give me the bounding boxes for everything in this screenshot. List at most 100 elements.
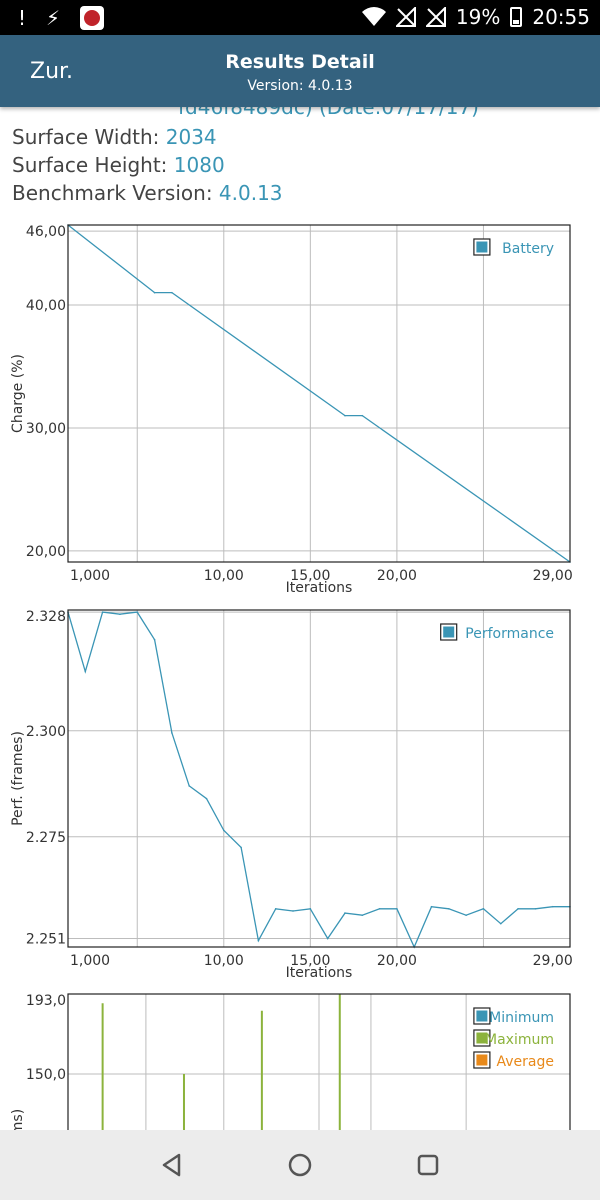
y-tick-label: 40,00 [26, 298, 66, 314]
surface-height-label: Surface Height: [12, 153, 174, 177]
y-axis-tick-labels: 2.328 2.300 2.275 2.251 [26, 609, 66, 948]
data-point [257, 939, 260, 942]
legend-swatch [476, 1032, 488, 1044]
series-line-performance [67, 611, 570, 949]
data-point [482, 908, 485, 910]
page-title: Results Detail [225, 51, 375, 73]
data-point [101, 611, 104, 613]
nav-recents-icon[interactable] [398, 1130, 458, 1200]
bolt-icon: ⚡ [46, 6, 61, 30]
exclamation-icon: ! [18, 6, 27, 30]
legend: Battery [473, 238, 554, 257]
page-subtitle: Version: 4.0.13 [247, 78, 353, 94]
data-point [499, 922, 502, 925]
y-axis-title: ms) [10, 1109, 26, 1130]
data-point [153, 638, 156, 641]
nav-home-icon[interactable] [270, 1130, 330, 1200]
wifi-icon [361, 7, 386, 27]
data-point [344, 414, 346, 417]
back-button[interactable]: Zur. [30, 59, 74, 84]
data-point [153, 291, 156, 294]
data-point [378, 908, 381, 910]
series-line-battery [67, 224, 571, 563]
plot-background [68, 610, 570, 947]
app-bar: Zur. Results Detail Version: 4.0.13 [0, 35, 600, 107]
device-id-date-line: fd46f8489dc) (Date:07/17/17) [178, 107, 479, 119]
x-tick-label: 10,00 [204, 568, 244, 584]
data-point [344, 912, 346, 914]
x-tick-label: 10,00 [204, 953, 244, 969]
legend-swatch [476, 241, 488, 253]
data-point [396, 908, 398, 910]
x-tick-label: 1,000 [70, 568, 110, 584]
status-right: 19% 20:55 [361, 5, 590, 29]
results-content[interactable]: fd46f8489dc) (Date:07/17/17) Surface Wid… [0, 107, 600, 1130]
y-tick-label: 30,00 [26, 421, 66, 437]
data-point [188, 785, 190, 787]
legend-label: Battery [502, 241, 554, 257]
y-tick-label: 150,0 [26, 1067, 66, 1083]
legend: Performance [440, 623, 554, 642]
plot-background [68, 225, 570, 562]
clock: 20:55 [532, 5, 590, 29]
x-axis-title: Iterations [286, 580, 353, 596]
chart-3: 193,0 150,0 ms) Minimum Maximum Average [10, 993, 571, 1130]
data-point [465, 914, 467, 917]
data-point [171, 291, 173, 294]
data-point [326, 937, 329, 940]
navigation-bar [0, 1130, 600, 1200]
nav-back-icon[interactable] [142, 1130, 202, 1200]
benchmark-version-value: 4.0.13 [218, 181, 283, 205]
data-point [534, 908, 537, 910]
legend: Minimum Maximum Average [473, 1007, 554, 1070]
legend-swatch [443, 626, 455, 638]
plot-frame [67, 993, 571, 1130]
title-block: Results Detail Version: 4.0.13 [0, 51, 600, 94]
data-point [361, 414, 364, 417]
x-axis-title: Iterations [286, 965, 353, 981]
legend-swatch [476, 1010, 488, 1022]
x-axis-tick-labels: 1,000 10,00 15,00 20,00 29,00 [70, 568, 573, 584]
data-point [222, 829, 225, 832]
surface-width-label: Surface Width: [12, 125, 166, 149]
x-tick-label: 20,00 [377, 953, 417, 969]
y-tick-label: 2.328 [26, 609, 66, 625]
benchmark-version-row: Benchmark Version: 4.0.13 [12, 181, 283, 205]
legend-swatch [476, 1054, 488, 1066]
data-point [551, 905, 554, 908]
data-point [274, 908, 277, 910]
y-axis-tick-labels: 193,0 150,0 [26, 993, 66, 1083]
legend-label: Performance [465, 626, 554, 642]
data-point [171, 732, 173, 734]
status-bar: ! ⚡ 19% 20:55 [0, 0, 600, 35]
y-tick-label: 2.251 [26, 932, 66, 948]
battery-icon [510, 7, 523, 27]
x-axis-tick-labels: 1,000 10,00 15,00 20,00 29,00 [70, 953, 573, 969]
x-tick-label: 29,00 [533, 953, 573, 969]
y-tick-label: 46,00 [26, 224, 66, 240]
x-tick-label: 1,000 [70, 953, 110, 969]
surface-width-value: 2034 [165, 125, 217, 149]
data-point [240, 846, 242, 849]
plot-frame [67, 224, 571, 563]
y-tick-label: 20,00 [26, 544, 66, 560]
data-point [448, 908, 450, 910]
data-point [430, 905, 433, 908]
legend-label: Maximum [485, 1032, 554, 1048]
no-signal-icon [425, 7, 446, 27]
data-point [84, 670, 87, 673]
benchmark-version-label: Benchmark Version: [12, 181, 219, 205]
y-axis-title: Charge (%) [10, 354, 26, 433]
x-tick-label: 15,00 [290, 568, 330, 584]
x-tick-label: 29,00 [533, 568, 573, 584]
legend-label: Minimum [489, 1010, 554, 1026]
data-point [517, 908, 519, 910]
x-tick-label: 15,00 [290, 953, 330, 969]
data-point [119, 613, 121, 616]
data-point [136, 611, 139, 613]
data-point [309, 908, 312, 910]
surface-height-value: 1080 [173, 153, 225, 177]
gridlines [68, 994, 570, 1130]
y-tick-label: 2.275 [26, 830, 66, 846]
